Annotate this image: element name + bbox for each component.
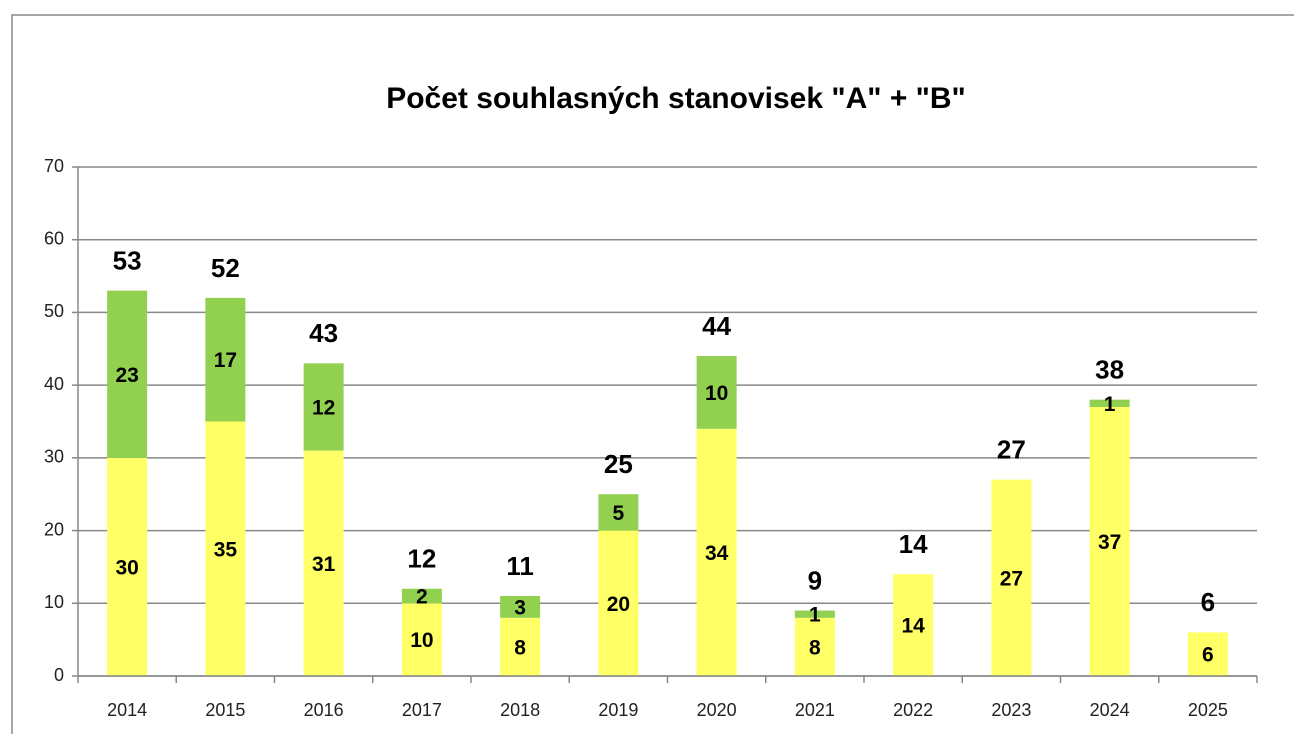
total-label: 11 — [506, 551, 534, 581]
segment-label: 23 — [115, 364, 138, 387]
bar-segment — [205, 297, 246, 422]
bar-segment — [1187, 632, 1228, 676]
x-tick-label: 2015 — [205, 700, 245, 720]
y-tick-label: 50 — [44, 301, 64, 321]
x-tick-label: 2017 — [402, 700, 442, 720]
bar-segment — [401, 603, 442, 676]
segment-label: 30 — [115, 556, 138, 579]
bar-segment — [696, 356, 737, 429]
bar-segment — [598, 530, 639, 676]
segment-label: 31 — [312, 553, 336, 576]
segment-label: 37 — [1098, 531, 1121, 554]
x-tick-label: 2025 — [1188, 700, 1228, 720]
segment-label: 1 — [1104, 393, 1116, 416]
segment-label: 10 — [410, 629, 433, 652]
total-label: 43 — [309, 318, 338, 348]
y-tick-label: 70 — [44, 156, 64, 176]
bar-segment — [500, 617, 541, 676]
bar-segment — [598, 494, 639, 531]
bar-segment — [1089, 406, 1130, 676]
x-tick-label: 2022 — [893, 700, 933, 720]
bar-segment — [500, 596, 541, 618]
segment-label: 35 — [214, 538, 238, 561]
segment-label: 2 — [416, 586, 428, 609]
bar-segment — [991, 479, 1032, 676]
bar-segment — [107, 290, 148, 458]
total-label: 25 — [604, 449, 633, 479]
y-tick-label: 30 — [44, 447, 64, 467]
total-label: 6 — [1201, 587, 1215, 617]
bar-segment — [696, 428, 737, 676]
y-tick-label: 60 — [44, 228, 64, 248]
segment-label: 8 — [809, 636, 821, 659]
bar-segment — [303, 363, 344, 451]
total-label: 9 — [808, 565, 822, 595]
bar-segment — [794, 617, 835, 676]
segment-label: 8 — [514, 636, 526, 659]
segment-label: 10 — [705, 382, 728, 405]
segment-label: 6 — [1202, 644, 1214, 667]
segment-label: 27 — [1000, 567, 1023, 590]
segment-label: 12 — [312, 397, 335, 420]
x-tick-label: 2018 — [500, 700, 540, 720]
bar-segment — [107, 457, 148, 676]
bar-segment — [794, 610, 835, 618]
x-tick-label: 2014 — [107, 700, 147, 720]
segment-label: 14 — [901, 615, 925, 638]
x-tick-label: 2024 — [1090, 700, 1130, 720]
x-tick-label: 2019 — [598, 700, 638, 720]
y-tick-label: 10 — [44, 592, 64, 612]
bar-segment — [893, 574, 934, 676]
total-label: 14 — [899, 529, 928, 559]
segment-label: 17 — [214, 349, 237, 372]
bar-segment — [303, 450, 344, 676]
x-tick-label: 2021 — [795, 700, 835, 720]
bar-segment — [205, 421, 246, 676]
bar-segment — [1089, 399, 1130, 407]
total-label: 38 — [1095, 355, 1124, 385]
segment-label: 1 — [809, 604, 821, 627]
segment-label: 20 — [607, 593, 630, 616]
total-label: 12 — [407, 544, 436, 574]
segment-label: 3 — [514, 596, 526, 619]
x-tick-label: 2020 — [697, 700, 737, 720]
chart-title: Počet souhlasných stanovisek "A" + "B" — [386, 82, 966, 115]
y-tick-label: 0 — [54, 665, 64, 685]
x-tick-label: 2023 — [991, 700, 1031, 720]
total-label: 27 — [997, 435, 1026, 465]
total-label: 53 — [113, 245, 142, 275]
y-tick-label: 20 — [44, 519, 64, 539]
bar-segment — [401, 588, 442, 604]
x-tick-label: 2016 — [304, 700, 344, 720]
total-label: 44 — [702, 311, 731, 341]
y-tick-label: 40 — [44, 374, 64, 394]
segment-label: 34 — [705, 542, 729, 565]
total-label: 52 — [211, 253, 240, 283]
segment-label: 5 — [613, 502, 625, 525]
